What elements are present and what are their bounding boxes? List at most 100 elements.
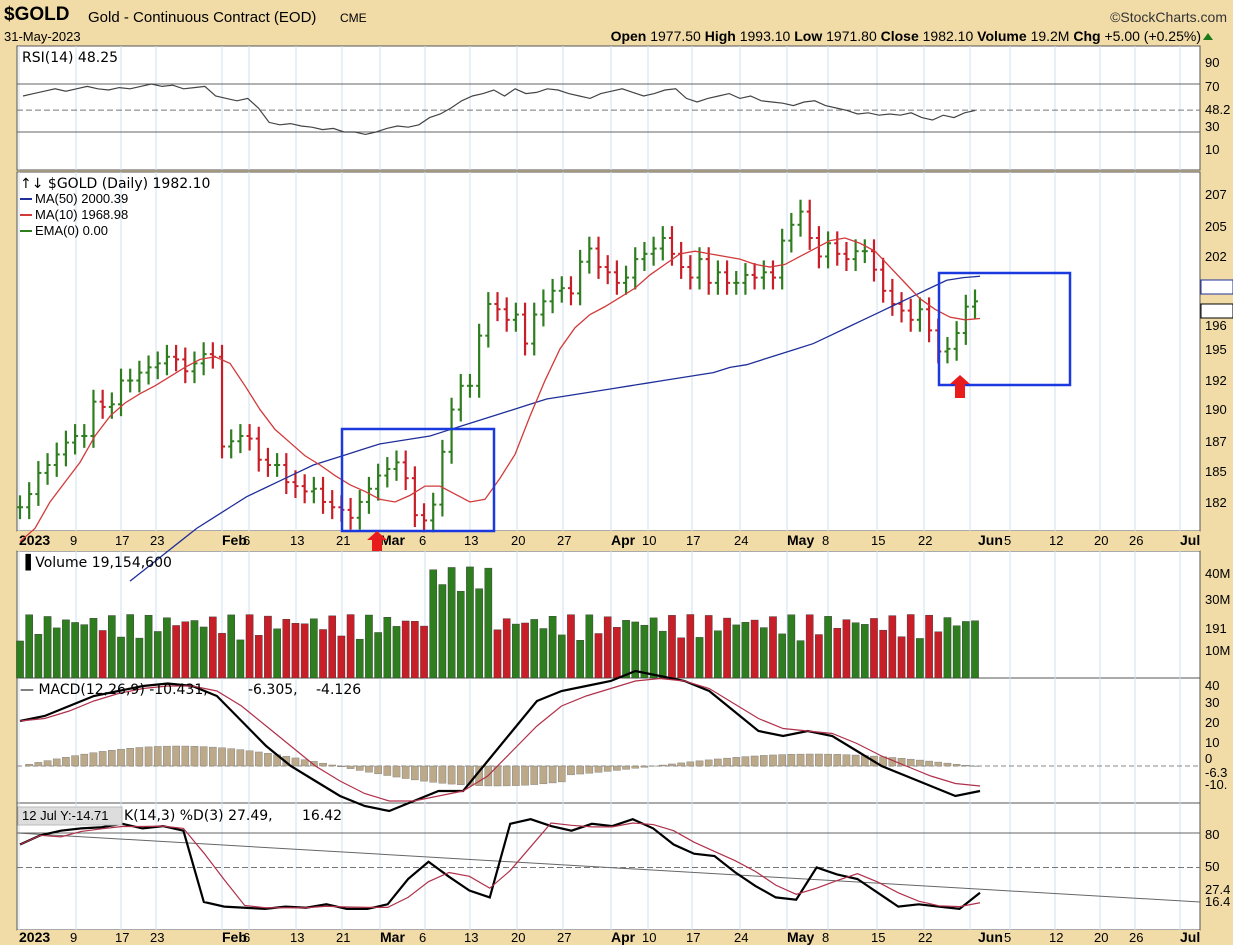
macd-histogram-bar: [447, 765, 456, 785]
macd-tick: 30: [1205, 695, 1219, 710]
volume-bar: [594, 633, 603, 679]
volume-bar: [411, 620, 419, 679]
volume-bar: [714, 630, 722, 679]
x-tick-label: 15: [871, 930, 885, 945]
price-tick: 187: [1205, 434, 1227, 449]
rsi-tick: 70: [1205, 79, 1219, 94]
volume-bar: [750, 619, 759, 679]
macd-histogram-bar: [264, 753, 272, 767]
macd-histogram-bar: [769, 754, 777, 767]
volume-bar: [438, 584, 447, 679]
high-value: 1993.10: [739, 28, 791, 44]
volume-bar: [484, 567, 493, 679]
x-tick-label: Mar: [380, 929, 405, 945]
volume-bar: [613, 627, 621, 679]
sto-d-line: [19, 822, 981, 909]
volume-bar: [603, 616, 612, 679]
rsi-label: RSI(14) 48.25: [22, 50, 118, 66]
macd-histogram-bar: [190, 746, 199, 767]
macd-histogram-bar: [466, 765, 474, 786]
volume-bar: [153, 631, 162, 679]
macd-histogram-bar: [686, 761, 695, 767]
rsi-tick: 90: [1205, 55, 1219, 70]
panel-bg: [16, 45, 1201, 171]
volume-bar: [172, 625, 180, 679]
volume-bar: [861, 624, 869, 679]
macd-signal-line: [19, 677, 981, 802]
volume-bar: [567, 614, 575, 679]
volume-bar: [502, 618, 511, 679]
close-label: Close: [880, 28, 919, 44]
x-tick-label: 2023: [19, 532, 50, 548]
volume-bar: [723, 617, 731, 679]
volume-bar: [530, 619, 539, 679]
x-tick-label: May: [787, 929, 814, 945]
volume-bar: [934, 631, 943, 679]
volume-bar: [337, 635, 346, 679]
ma10-line: [19, 237, 981, 543]
price-tick: 185: [1205, 464, 1227, 479]
volume-bar: [897, 636, 906, 679]
macd-histogram-bar: [52, 758, 61, 767]
macd-histogram-bar: [153, 746, 162, 767]
macd-histogram-bar: [750, 755, 759, 767]
up-arrow-icon: [950, 375, 970, 398]
volume-tick: 40M: [1205, 566, 1230, 581]
macd-value-2: -6.305,: [248, 682, 298, 698]
x-tick-label: Feb: [222, 929, 247, 945]
macd-histogram-bar: [438, 765, 447, 784]
volume-bar: [466, 566, 474, 679]
x-tick-label: 26: [1129, 930, 1143, 945]
volume-bar: [576, 640, 584, 679]
volume-value: 19.2M: [1030, 28, 1070, 44]
cursor-tooltip-text: 12 Jul Y:-14.71: [22, 808, 109, 823]
x-tick-label: 17: [115, 930, 129, 945]
macd-histogram-bar: [383, 765, 392, 776]
volume-bar: [815, 634, 823, 679]
volume-bar: [952, 625, 961, 679]
macd-histogram-bar: [530, 765, 539, 785]
macd-histogram-bar: [502, 765, 511, 787]
macd-histogram-bar: [310, 761, 318, 767]
exchange-label: CME: [340, 11, 367, 25]
volume-bar: [888, 615, 897, 679]
x-tick-label: 2023: [19, 929, 50, 945]
macd-histogram-bar: [365, 765, 373, 773]
x-tick-label: 20: [1094, 930, 1108, 945]
macd-histogram-bar: [622, 765, 630, 770]
x-tick-label: 21: [336, 533, 350, 548]
macd-histogram-bar: [429, 765, 438, 783]
x-tick-label: Apr: [611, 532, 636, 548]
volume-bar: [475, 588, 483, 679]
chg-value: +5.00 (+0.25%): [1104, 28, 1201, 44]
volume-bar: [686, 614, 695, 679]
volume-bar: [227, 614, 236, 679]
x-tick-label: 6: [243, 930, 250, 945]
volume-bar: [704, 615, 713, 679]
macd-value-3: -4.126: [316, 682, 361, 698]
x-tick-label: 9: [70, 930, 77, 945]
volume-tick: 191: [1205, 621, 1227, 636]
rsi-line: [22, 83, 976, 136]
volume-tick: 10M: [1205, 643, 1230, 658]
macd-histogram-bar: [172, 745, 180, 767]
brand-logo[interactable]: ©StockCharts.com: [1110, 9, 1227, 25]
up-arrow-icon: [1203, 33, 1213, 40]
rsi-tick: 10: [1205, 142, 1219, 157]
volume-bar: [870, 618, 878, 679]
ma50-line: [129, 275, 981, 582]
volume-bar: [117, 636, 125, 679]
macd-histogram-bar: [319, 762, 327, 767]
volume-bar: [787, 614, 796, 679]
macd-histogram-bar: [640, 765, 649, 768]
volume-bar: [539, 628, 548, 679]
macd-histogram-bar: [668, 763, 676, 767]
x-tick-label: 17: [686, 930, 700, 945]
price-tick: 202: [1205, 249, 1227, 264]
high-label: High: [704, 28, 736, 44]
volume-bar: [319, 629, 327, 679]
volume-bar: [254, 635, 263, 679]
ma10-label: MA(10) 1968.98: [35, 207, 128, 222]
rsi-tick: 48.2: [1205, 102, 1230, 117]
